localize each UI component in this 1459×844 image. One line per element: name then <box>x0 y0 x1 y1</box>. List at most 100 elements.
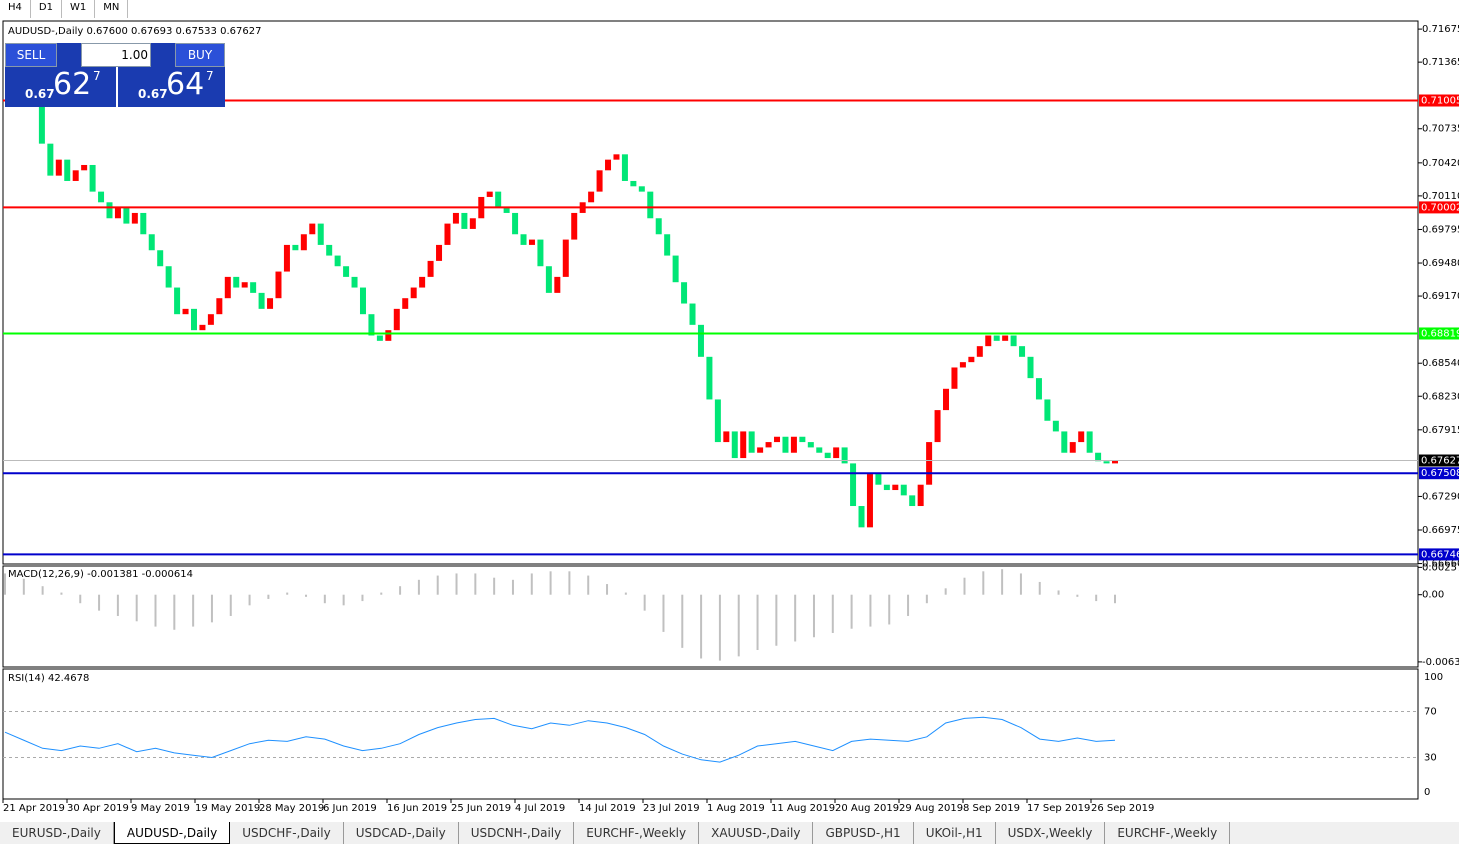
candle <box>351 276 358 288</box>
candle <box>723 431 730 443</box>
candle <box>850 463 857 507</box>
chart-tab[interactable]: EURCHF-,Weekly <box>1105 822 1231 844</box>
candle <box>1010 335 1017 347</box>
chart-tab[interactable]: EURCHF-,Weekly <box>574 822 700 844</box>
y-tick-label: 0.69795 <box>1422 224 1459 235</box>
y-tick-label: 0.002571 <box>1422 562 1459 573</box>
candle <box>359 287 366 315</box>
candle <box>909 495 916 507</box>
chart-tab[interactable]: USDCHF-,Daily <box>230 822 344 844</box>
candle <box>114 207 121 219</box>
candle <box>714 399 721 443</box>
candle <box>537 239 544 267</box>
candle <box>174 287 181 315</box>
candle <box>182 308 189 315</box>
candle <box>140 212 147 235</box>
candle <box>334 255 341 267</box>
x-tick-label: 17 Sep 2019 <box>1027 803 1090 814</box>
buy-big: 0.67 <box>138 87 168 101</box>
candle <box>98 191 105 203</box>
level-label: 0.71005 <box>1421 96 1459 107</box>
level-tag <box>1419 327 1459 340</box>
level-label: 0.70002 <box>1421 202 1459 213</box>
x-tick-label: 25 Jun 2019 <box>451 803 511 814</box>
candle <box>934 410 941 443</box>
candle <box>503 207 510 213</box>
x-tick-label: 19 May 2019 <box>195 803 260 814</box>
chart-tab[interactable]: EURUSD-,Daily <box>0 822 114 844</box>
level-tag <box>1419 94 1459 107</box>
candle <box>858 506 865 528</box>
timeframe-button[interactable]: D1 <box>31 0 62 18</box>
candle <box>436 244 443 261</box>
candle <box>993 335 1000 341</box>
candle <box>554 276 561 293</box>
buy-button[interactable]: BUY <box>175 43 225 67</box>
candle <box>562 239 569 277</box>
macd-title: MACD(12,26,9) -0.001381 -0.000614 <box>8 569 193 580</box>
candle <box>419 276 426 288</box>
timeframe-button[interactable]: W1 <box>62 0 96 18</box>
chart-tab[interactable]: GBPUSD-,H1 <box>813 822 914 844</box>
candle <box>605 159 612 171</box>
chart-tab[interactable]: XAUUSD-,Daily <box>699 822 814 844</box>
chart-tab[interactable]: AUDUSD-,Daily <box>113 822 231 844</box>
rsi-title: RSI(14) 42.4678 <box>8 673 89 684</box>
x-tick-label: 16 Jun 2019 <box>387 803 447 814</box>
timeframe-button[interactable]: MN <box>95 0 129 18</box>
candle <box>799 436 806 443</box>
buy-frac: 7 <box>206 69 214 83</box>
candle <box>258 292 265 309</box>
candle <box>588 191 595 203</box>
chart-tab[interactable]: USDCAD-,Daily <box>344 822 459 844</box>
level-label: 0.66746 <box>1421 549 1459 560</box>
chart-tab[interactable]: UKOil-,H1 <box>914 822 996 844</box>
candle <box>131 212 138 224</box>
candle <box>681 282 688 304</box>
candle <box>985 335 992 347</box>
candle <box>1078 431 1085 443</box>
timeframe-button[interactable]: H4 <box>0 0 31 18</box>
x-tick-label: 1 Aug 2019 <box>707 803 765 814</box>
candle <box>1069 442 1076 453</box>
chart-tab[interactable]: USDCNH-,Daily <box>459 822 575 844</box>
candle <box>774 436 781 443</box>
candle <box>469 218 476 229</box>
candle <box>571 212 578 240</box>
candle <box>157 250 164 267</box>
current-price-label: 0.67627 <box>1421 456 1459 467</box>
x-tick-label: 6 Jun 2019 <box>323 803 377 814</box>
chart-tab[interactable]: USDX-,Weekly <box>996 822 1106 844</box>
candle <box>613 154 620 160</box>
candle <box>883 484 890 491</box>
candle <box>47 143 54 176</box>
candle <box>545 266 552 293</box>
x-tick-label: 9 May 2019 <box>131 803 190 814</box>
candle <box>385 330 392 341</box>
candle <box>621 154 628 181</box>
candle <box>816 447 823 453</box>
candle <box>672 255 679 283</box>
candle <box>596 170 603 192</box>
candle <box>807 442 814 448</box>
candle <box>782 436 789 453</box>
lots-input[interactable]: 1.00 <box>81 43 151 67</box>
sell-price[interactable]: 0.67 62 7 <box>5 67 113 107</box>
candle <box>689 303 696 325</box>
tab-bar: EURUSD-,Daily AUDUSD-,Daily USDCHF-,Daily U… <box>0 822 1459 844</box>
candle <box>309 223 316 235</box>
buy-price[interactable]: 0.67 64 7 <box>116 67 227 107</box>
sell-button[interactable]: SELL <box>5 43 57 67</box>
candle <box>233 276 240 288</box>
candle <box>900 484 907 496</box>
candle <box>748 431 755 453</box>
candle <box>1052 420 1059 432</box>
candle <box>402 298 409 309</box>
candle <box>528 239 535 245</box>
candle <box>199 324 206 331</box>
candle <box>292 244 299 251</box>
